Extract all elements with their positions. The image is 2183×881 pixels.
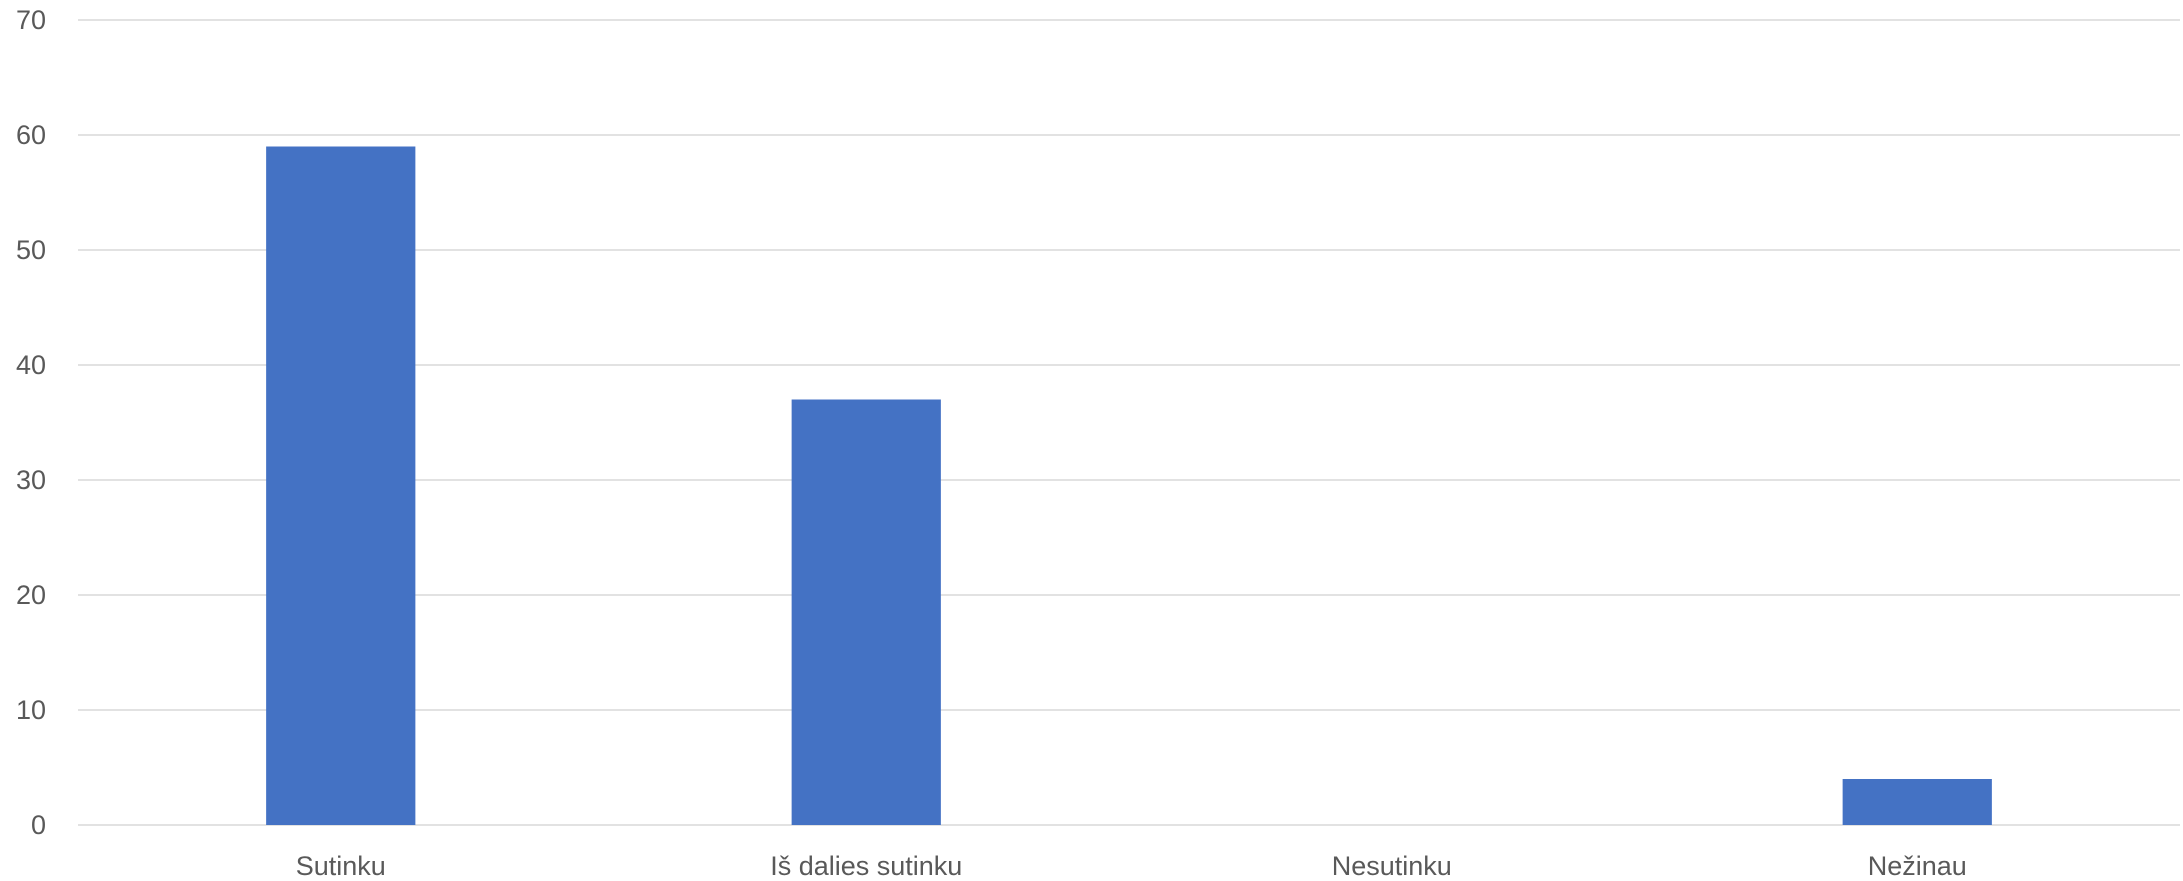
bars xyxy=(266,146,1992,825)
x-tick-label: Nesutinku xyxy=(1332,851,1452,881)
y-tick-label: 30 xyxy=(16,465,46,495)
y-tick-label: 10 xyxy=(16,695,46,725)
y-tick-label: 60 xyxy=(16,120,46,150)
bar-nežinau xyxy=(1842,779,1992,825)
bar-iš-dalies-sutinku xyxy=(791,399,941,825)
y-tick-label: 0 xyxy=(31,810,46,840)
y-tick-label: 70 xyxy=(16,5,46,35)
y-tick-label: 20 xyxy=(16,580,46,610)
y-axis-ticks: 0 10 20 30 40 50 60 70 xyxy=(16,5,46,840)
bar-sutinku xyxy=(266,146,416,825)
y-tick-label: 40 xyxy=(16,350,46,380)
x-tick-label: Nežinau xyxy=(1868,851,1967,881)
gridlines xyxy=(78,19,2180,826)
y-tick-label: 50 xyxy=(16,235,46,265)
x-tick-label: Iš dalies sutinku xyxy=(770,851,962,881)
x-axis-ticks: Sutinku Iš dalies sutinku Nesutinku Nežinau xyxy=(296,851,1967,881)
x-tick-label: Sutinku xyxy=(296,851,386,881)
